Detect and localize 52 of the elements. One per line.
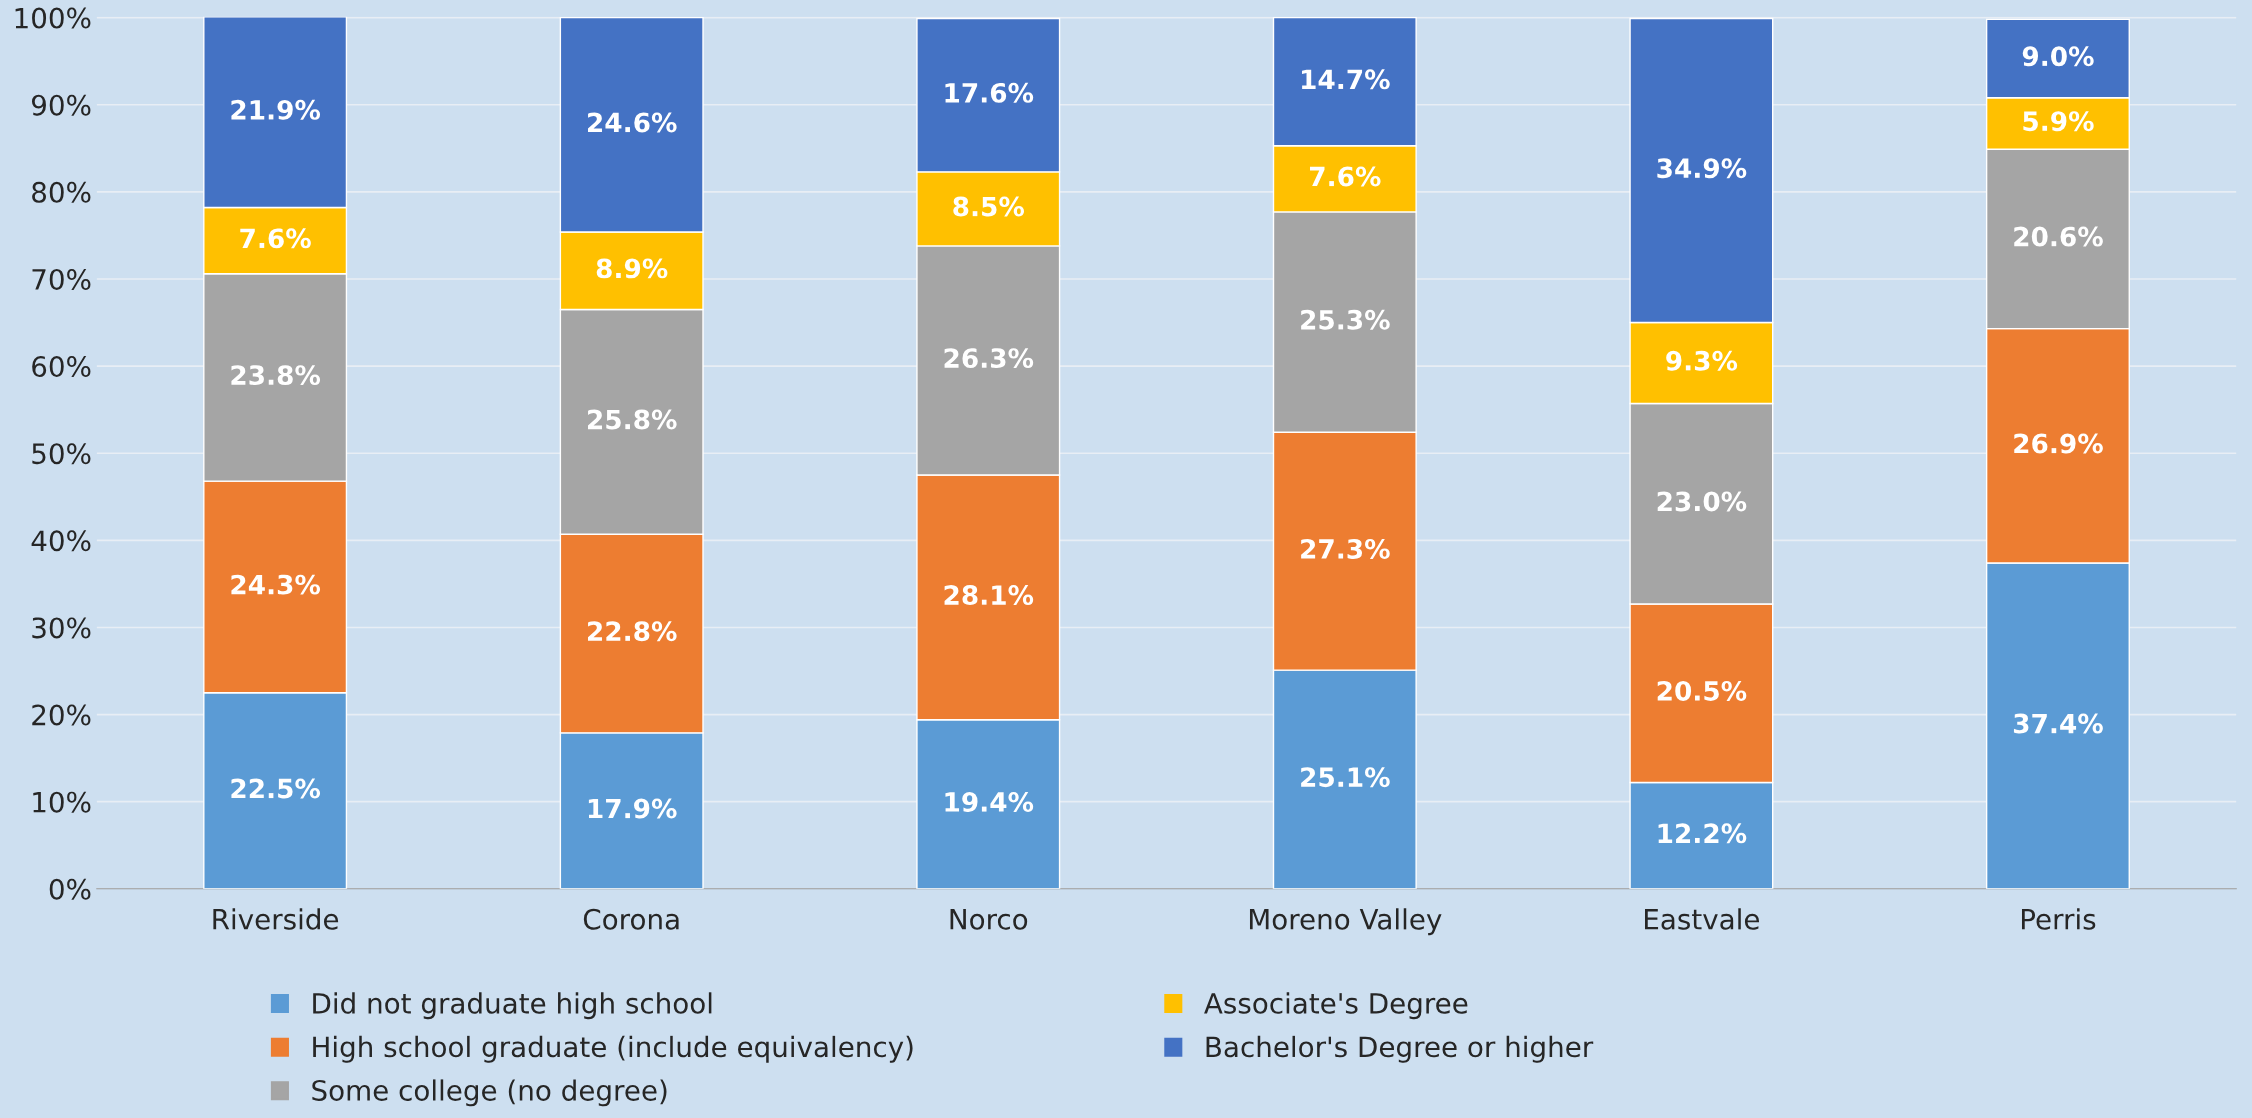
data-label: 26.9%	[2014, 433, 2103, 454]
data-label: 14.7%	[1302, 69, 1390, 90]
data-label: 26.3%	[944, 348, 1034, 369]
data-label: 25.8%	[588, 409, 677, 430]
data-label: 23.0%	[1657, 491, 1747, 512]
data-label: 8.5%	[953, 196, 1025, 217]
data-label: 34.9%	[1657, 158, 1747, 179]
data-label: 28.1%	[944, 585, 1034, 606]
data-label: 12.2%	[1658, 823, 1747, 844]
data-label: 23.8%	[231, 365, 321, 386]
data-label: 5.9%	[2023, 111, 2094, 132]
data-label: 22.8%	[588, 621, 677, 642]
x-tick-label: Perris	[2021, 908, 2096, 930]
y-tick-label: 70%	[32, 268, 91, 290]
x-tick-label: Eastvale	[1645, 908, 1760, 930]
legend-label: High school graduate (include equivalency)	[313, 1035, 913, 1063]
y-tick-label: 40%	[31, 530, 91, 552]
data-label: 8.9%	[596, 258, 668, 279]
data-label: 24.3%	[231, 574, 321, 595]
legend-label: Bachelor's Degree or higher	[1206, 1035, 1594, 1063]
data-label: 19.4%	[945, 792, 1034, 812]
legend-label: Did not graduate high school	[313, 992, 712, 1020]
data-label: 22.5%	[231, 778, 321, 799]
data-label: 17.6%	[945, 82, 1034, 103]
y-tick-label: 80%	[32, 181, 91, 203]
y-tick-label: 30%	[32, 617, 91, 639]
y-tick-label: 50%	[32, 443, 91, 465]
legend-label: Some college (no degree)	[312, 1079, 667, 1107]
y-tick-label: 20%	[32, 704, 91, 726]
data-label: 7.6%	[1309, 166, 1381, 187]
x-tick-label: Corona	[583, 908, 679, 930]
legend-label: Associate's Degree	[1204, 992, 1468, 1020]
data-label: 9.3%	[1666, 350, 1738, 371]
data-label: 37.4%	[2013, 713, 2103, 734]
data-label: 20.5%	[1657, 680, 1747, 701]
data-label: 25.3%	[1301, 309, 1390, 330]
y-tick-label: 10%	[33, 791, 91, 813]
data-label: 27.3%	[1301, 538, 1390, 559]
data-label: 7.6%	[240, 228, 311, 249]
y-tick-label: 100%	[15, 7, 91, 29]
data-label: 21.9%	[231, 99, 321, 120]
x-tick-label: Riverside	[213, 908, 339, 930]
y-tick-label: 0%	[49, 878, 91, 900]
y-tick-label: 60%	[32, 356, 91, 378]
data-label: 17.9%	[588, 798, 677, 819]
data-label: 9.0%	[2022, 46, 2094, 67]
x-tick-label: Moreno Valley	[1249, 908, 1442, 936]
data-label: 20.6%	[2014, 226, 2103, 247]
x-tick-label: Norco	[950, 909, 1028, 930]
data-label: 25.1%	[1301, 767, 1390, 788]
y-tick-label: 90%	[31, 94, 91, 116]
data-label: 24.6%	[588, 112, 677, 133]
